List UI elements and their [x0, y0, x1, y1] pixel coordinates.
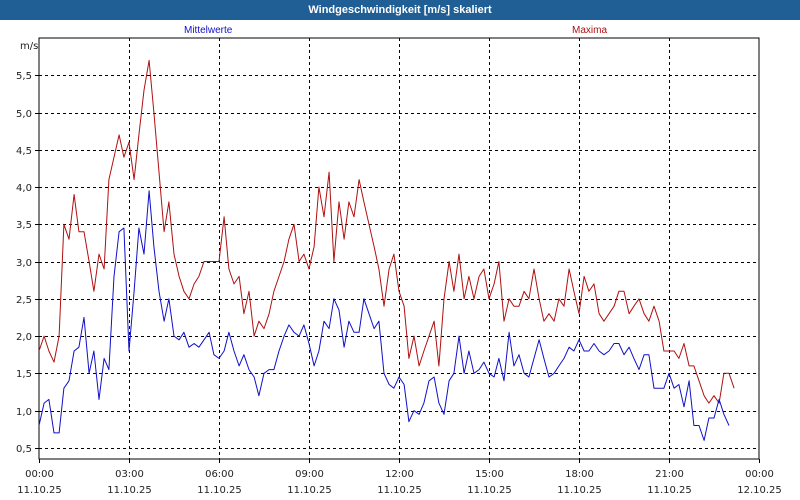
- legend-maxima: Maxima: [572, 25, 608, 36]
- legend-mittelwerte: Mittelwerte: [184, 25, 233, 36]
- y-tick-label: 5,0: [16, 109, 32, 120]
- chart-title: Windgeschwindigkeit [m/s] skaliert: [0, 0, 800, 20]
- y-tick-label: 3,5: [16, 220, 32, 231]
- x-tick-date: 11.10.25: [107, 485, 152, 496]
- y-tick-label: 1,5: [16, 369, 32, 380]
- x-tick-date: 11.10.25: [557, 485, 602, 496]
- x-tick-date: 11.10.25: [17, 485, 62, 496]
- series-line-maxima: [38, 59, 735, 404]
- series-line-mittelwerte: [38, 190, 730, 441]
- y-tick-label: 0,5: [16, 444, 32, 455]
- x-tick-time: 00:00: [25, 469, 54, 480]
- y-axis-label: m/s: [20, 41, 38, 52]
- y-tick-label: 4,0: [16, 183, 32, 194]
- x-tick-date: 12.10.25: [737, 485, 782, 496]
- x-tick-date: 11.10.25: [377, 485, 422, 496]
- x-tick-date: 11.10.25: [287, 485, 332, 496]
- x-tick-time: 12:00: [385, 469, 414, 480]
- y-tick-label: 3,0: [16, 258, 32, 269]
- y-tick-label: 1,0: [16, 407, 32, 418]
- x-tick-time: 09:00: [295, 469, 324, 480]
- x-tick-time: 18:00: [565, 469, 594, 480]
- y-tick-label: 2,5: [16, 295, 32, 306]
- x-tick-time: 15:00: [475, 469, 504, 480]
- x-tick-time: 03:00: [115, 469, 144, 480]
- x-tick-date: 11.10.25: [647, 485, 692, 496]
- x-tick-time: 06:00: [205, 469, 234, 480]
- x-tick-date: 11.10.25: [197, 485, 242, 496]
- x-tick-date: 11.10.25: [467, 485, 512, 496]
- y-tick-label: 4,5: [16, 146, 32, 157]
- y-tick-label: 2,0: [16, 332, 32, 343]
- x-tick-time: 21:00: [655, 469, 684, 480]
- x-tick-time: 00:00: [745, 469, 774, 480]
- y-tick-label: 5,5: [16, 71, 32, 82]
